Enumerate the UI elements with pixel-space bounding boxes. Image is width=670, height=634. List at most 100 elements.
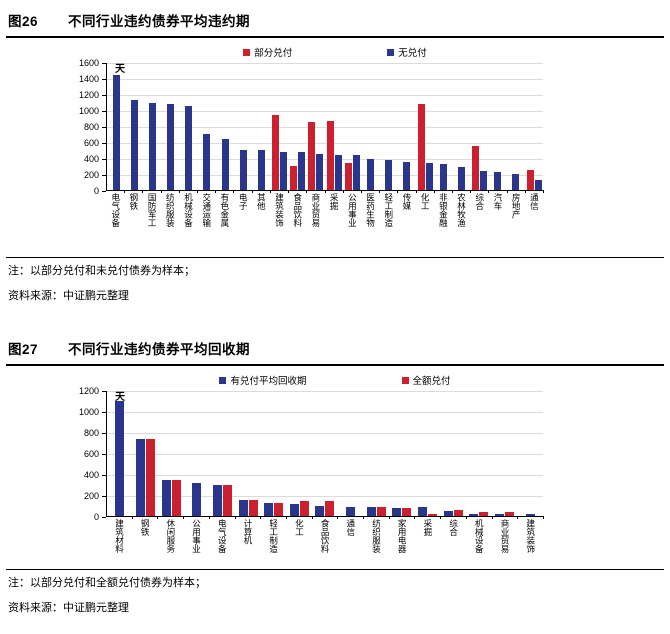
y-tick-mark: [102, 126, 106, 128]
y-axis-tick-label: 0: [93, 512, 99, 522]
x-tick-mark: [325, 190, 326, 193]
bar-groups: [107, 63, 543, 190]
bar-group: [271, 63, 289, 190]
gridline: [107, 110, 543, 112]
bar: [425, 163, 433, 190]
bar: [494, 514, 504, 516]
x-axis-label: 食品饮料: [320, 519, 331, 553]
bar-group: [440, 391, 466, 516]
y-tick-mark: [102, 142, 106, 144]
bar-group: [184, 391, 210, 516]
legend-label: 有兑付平均回收期: [230, 376, 307, 387]
bar: [280, 152, 288, 190]
x-tick-mark: [161, 190, 162, 193]
x-tick-mark: [312, 516, 313, 519]
x-axis-label: 家用电器: [397, 519, 408, 553]
x-label-cell: 钢铁: [124, 191, 142, 239]
x-axis-label: 商业贸易: [499, 519, 510, 553]
bar: [504, 512, 514, 516]
bar-group: [415, 391, 441, 516]
y-axis-tick-label: 800: [83, 122, 99, 132]
x-axis-label: 通信: [345, 519, 356, 536]
x-label-cell: 汽车: [488, 191, 506, 239]
x-tick-mark: [337, 516, 338, 519]
bar: [325, 501, 335, 516]
bar: [308, 121, 316, 190]
bar-group: [158, 391, 184, 516]
bar: [115, 400, 125, 516]
bar-group: [307, 63, 325, 190]
x-label-cell: 食品饮料: [288, 191, 306, 239]
y-tick-mark: [102, 411, 106, 413]
x-axis-label: 房地产: [511, 193, 522, 219]
x-axis-label: 计算机: [242, 519, 253, 545]
y-axis-unit-label: 天: [115, 392, 125, 403]
x-tick-mark: [416, 190, 417, 193]
bar-group: [252, 63, 270, 190]
x-tick-mark: [466, 516, 467, 519]
figure-27-title: 图27 不同行业违约债券平均回收期: [6, 336, 664, 364]
bar: [526, 170, 534, 190]
x-axis-label: 机械设备: [183, 193, 194, 227]
figure-26-label: 图26: [8, 14, 39, 29]
figure-26-chart: 部分兑付 无兑付 0 200 400 600 800 1000 1200 1400 1600 天电气设…: [6, 45, 664, 239]
y-tick-mark: [102, 474, 106, 476]
x-tick-mark: [270, 190, 271, 193]
chart-legend: 部分兑付 无兑付: [6, 45, 664, 59]
x-tick-mark: [414, 516, 415, 519]
x-axis-label: 钢铁: [140, 519, 151, 536]
figure-27-note: 注：以部分兑付和全额兑付债券为样本；: [8, 577, 206, 589]
gridline: [107, 174, 543, 176]
bar-group: [517, 391, 543, 516]
x-axis-label: 轻工制造: [383, 193, 394, 227]
bar: [290, 165, 298, 190]
bar-group: [398, 63, 416, 190]
bar-group: [389, 391, 415, 516]
bar-group: [338, 391, 364, 516]
x-label-cell: 电气设备: [209, 517, 235, 561]
report-page: 图26 不同行业违约债券平均违约期 部分兑付 无兑付 0 200 400 600 800 100…: [6, 14, 664, 614]
bar-group: [363, 391, 389, 516]
bar: [167, 103, 175, 190]
x-tick-mark: [215, 190, 216, 193]
bar: [453, 509, 463, 516]
gridline: [107, 411, 543, 413]
y-axis-tick-label: 800: [83, 428, 99, 438]
y-axis-tick-label: 1200: [78, 386, 99, 396]
x-axis-label: 公用事业: [347, 193, 358, 227]
bar: [272, 114, 280, 190]
x-label-cell: 商业贸易: [492, 517, 518, 561]
x-tick-mark: [361, 190, 362, 193]
x-axis-label: 纺织服装: [165, 193, 176, 227]
x-tick-mark: [288, 190, 289, 193]
x-axis-label: 有色金属: [219, 193, 230, 227]
x-label-cell: 公用事业: [343, 191, 361, 239]
bar: [403, 161, 411, 190]
gridline: [107, 158, 543, 160]
bar: [366, 507, 376, 516]
bar: [326, 120, 334, 190]
bar: [480, 170, 488, 190]
divider-rule: [6, 36, 664, 38]
x-axis-label: 公用事业: [191, 519, 202, 553]
plot-area: 0 200 400 600 800 1000 1200 天: [79, 386, 544, 522]
chart-legend: 有兑付平均回收期 全额兑付: [6, 373, 664, 387]
bar-group: [470, 63, 488, 190]
bar-group: [380, 63, 398, 190]
x-label-cell: 机械设备: [179, 191, 197, 239]
bar: [248, 500, 258, 516]
gridline: [107, 126, 543, 128]
y-axis-tick-label: 1000: [78, 106, 99, 116]
gridline: [107, 495, 543, 497]
x-label-cell: 通信: [525, 191, 543, 239]
bar-group: [361, 63, 379, 190]
x-tick-mark: [492, 516, 493, 519]
bar: [512, 173, 520, 190]
gridline: [107, 432, 543, 434]
x-tick-mark: [389, 516, 390, 519]
bar-group: [525, 63, 543, 190]
y-tick-mark: [102, 516, 106, 518]
bar: [428, 513, 437, 516]
bar-groups: [107, 391, 543, 516]
x-tick-mark: [197, 190, 198, 193]
